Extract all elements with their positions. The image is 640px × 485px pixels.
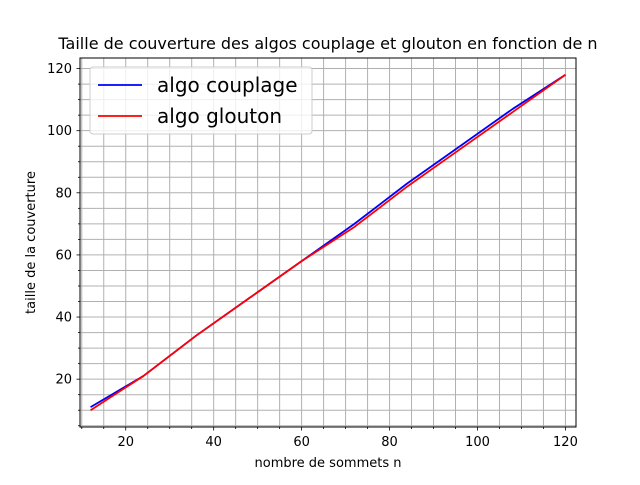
axis-ticks: 20 40 60 80 100 120 20 40 60 80 100 120 xyxy=(47,62,578,450)
y-tick-label: 100 xyxy=(47,124,72,139)
legend-label-1: algo glouton xyxy=(157,104,282,128)
x-tick-label: 100 xyxy=(465,435,490,450)
y-axis-label: taille de la couverture xyxy=(24,171,39,314)
y-tick-label: 120 xyxy=(47,62,72,77)
y-tick-label: 20 xyxy=(55,373,72,388)
plot-area-frame xyxy=(79,57,577,428)
x-tick-label: 120 xyxy=(553,435,578,450)
y-tick-label: 60 xyxy=(55,248,72,263)
y-tick-label: 80 xyxy=(55,186,72,201)
chart-title: Taille de couverture des algos couplage … xyxy=(57,34,597,53)
legend-label-0: algo couplage xyxy=(157,73,298,97)
x-tick-label: 60 xyxy=(293,435,310,450)
legend: algo couplage algo glouton xyxy=(89,66,313,135)
x-tick-label: 80 xyxy=(381,435,398,450)
series-line-1 xyxy=(90,74,566,411)
series-lines xyxy=(90,74,566,411)
legend-box xyxy=(89,66,313,135)
x-tick-label: 40 xyxy=(205,435,222,450)
x-axis-label: nombre de sommets n xyxy=(255,456,402,471)
x-tick-label: 20 xyxy=(117,435,134,450)
y-tick-label: 40 xyxy=(55,311,72,326)
